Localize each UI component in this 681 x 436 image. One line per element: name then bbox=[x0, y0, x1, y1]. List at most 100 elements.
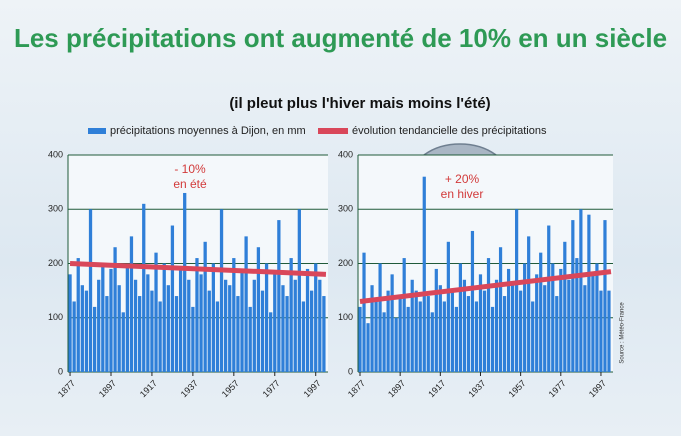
bar bbox=[322, 296, 325, 372]
bar bbox=[567, 280, 570, 372]
x-tick-label: 1977 bbox=[261, 378, 282, 399]
y-tick-label: 100 bbox=[338, 312, 353, 322]
bar bbox=[236, 296, 239, 372]
x-tick-label: 1897 bbox=[97, 378, 118, 399]
bar bbox=[212, 264, 215, 373]
bar bbox=[487, 258, 490, 372]
legend-swatch bbox=[318, 128, 348, 134]
y-tick-label: 300 bbox=[338, 204, 353, 214]
bar bbox=[459, 264, 462, 373]
y-tick-label: 400 bbox=[48, 149, 63, 159]
bar bbox=[195, 258, 198, 372]
bar bbox=[150, 291, 153, 372]
x-tick-label: 1877 bbox=[56, 378, 77, 399]
bar bbox=[97, 280, 100, 372]
bar bbox=[503, 296, 506, 372]
title: Les précipitations ont augmenté de 10% e… bbox=[5, 22, 676, 54]
bar bbox=[183, 193, 186, 372]
bar bbox=[179, 269, 182, 372]
x-tick-label: 1877 bbox=[346, 378, 367, 399]
bar bbox=[439, 285, 442, 372]
bar bbox=[171, 226, 174, 372]
bar bbox=[374, 301, 377, 372]
bar bbox=[603, 220, 606, 372]
bar bbox=[68, 274, 71, 372]
chart: (il pleut plus l'hiver mais moins l'été)… bbox=[0, 0, 681, 436]
legend-swatch bbox=[88, 128, 106, 134]
x-tick-label: 1957 bbox=[506, 378, 527, 399]
bar bbox=[415, 291, 418, 372]
bar bbox=[265, 264, 268, 373]
bar bbox=[443, 301, 446, 372]
annotation: en été bbox=[173, 177, 207, 191]
bar bbox=[427, 296, 430, 372]
bar bbox=[199, 274, 202, 372]
bar bbox=[579, 209, 582, 372]
bar bbox=[382, 312, 385, 372]
legend-label: précipitations moyennes à Dijon, en mm bbox=[110, 125, 306, 137]
bar bbox=[105, 296, 108, 372]
bar bbox=[559, 269, 562, 372]
y-tick-label: 400 bbox=[338, 149, 353, 159]
bar bbox=[73, 301, 76, 372]
bar bbox=[358, 307, 361, 372]
bar bbox=[423, 177, 426, 372]
bar bbox=[519, 291, 522, 372]
y-tick-label: 300 bbox=[48, 204, 63, 214]
bar bbox=[399, 296, 402, 372]
bar bbox=[543, 285, 546, 372]
bar bbox=[499, 247, 502, 372]
bar bbox=[146, 274, 149, 372]
x-tick-label: 1917 bbox=[426, 378, 447, 399]
bar bbox=[531, 301, 534, 372]
bar bbox=[314, 264, 317, 373]
bar bbox=[294, 280, 297, 372]
bar bbox=[154, 253, 157, 372]
bar bbox=[216, 301, 219, 372]
bar bbox=[483, 291, 486, 372]
bar bbox=[511, 285, 514, 372]
bar bbox=[378, 264, 381, 373]
bar bbox=[175, 296, 178, 372]
bar bbox=[515, 209, 518, 372]
bar bbox=[277, 220, 280, 372]
bar bbox=[419, 301, 422, 372]
bar bbox=[455, 307, 458, 372]
bar bbox=[362, 253, 365, 372]
slide: (il pleut plus l'hiver mais moins l'été)… bbox=[0, 0, 681, 436]
bar bbox=[81, 285, 84, 372]
bar bbox=[167, 285, 170, 372]
bar bbox=[253, 280, 256, 372]
x-tick-label: 1997 bbox=[587, 378, 608, 399]
bar bbox=[475, 301, 478, 372]
bar bbox=[571, 220, 574, 372]
bar bbox=[77, 258, 80, 372]
x-tick-label: 1917 bbox=[138, 378, 159, 399]
bar bbox=[467, 296, 470, 372]
bar bbox=[495, 280, 498, 372]
bar bbox=[130, 236, 133, 372]
bar bbox=[471, 231, 474, 372]
bar bbox=[244, 236, 247, 372]
bar bbox=[208, 291, 211, 372]
y-tick-label: 0 bbox=[58, 366, 63, 376]
bar bbox=[187, 280, 190, 372]
bar bbox=[249, 307, 252, 372]
x-tick-label: 1897 bbox=[386, 378, 407, 399]
y-tick-label: 200 bbox=[338, 258, 353, 268]
bar bbox=[257, 247, 260, 372]
bar bbox=[547, 226, 550, 372]
x-tick-label: 1977 bbox=[547, 378, 568, 399]
y-tick-label: 100 bbox=[48, 312, 63, 322]
annotation: + 20% bbox=[445, 172, 480, 186]
bar bbox=[191, 307, 194, 372]
bar bbox=[118, 285, 121, 372]
legend-label: évolution tendancielle des précipitation… bbox=[352, 125, 547, 137]
bar bbox=[142, 204, 145, 372]
bar bbox=[318, 280, 321, 372]
bar bbox=[535, 274, 538, 372]
bar bbox=[395, 318, 398, 372]
bar bbox=[607, 291, 610, 372]
y-tick-label: 0 bbox=[348, 366, 353, 376]
annotation: en hiver bbox=[441, 187, 484, 201]
